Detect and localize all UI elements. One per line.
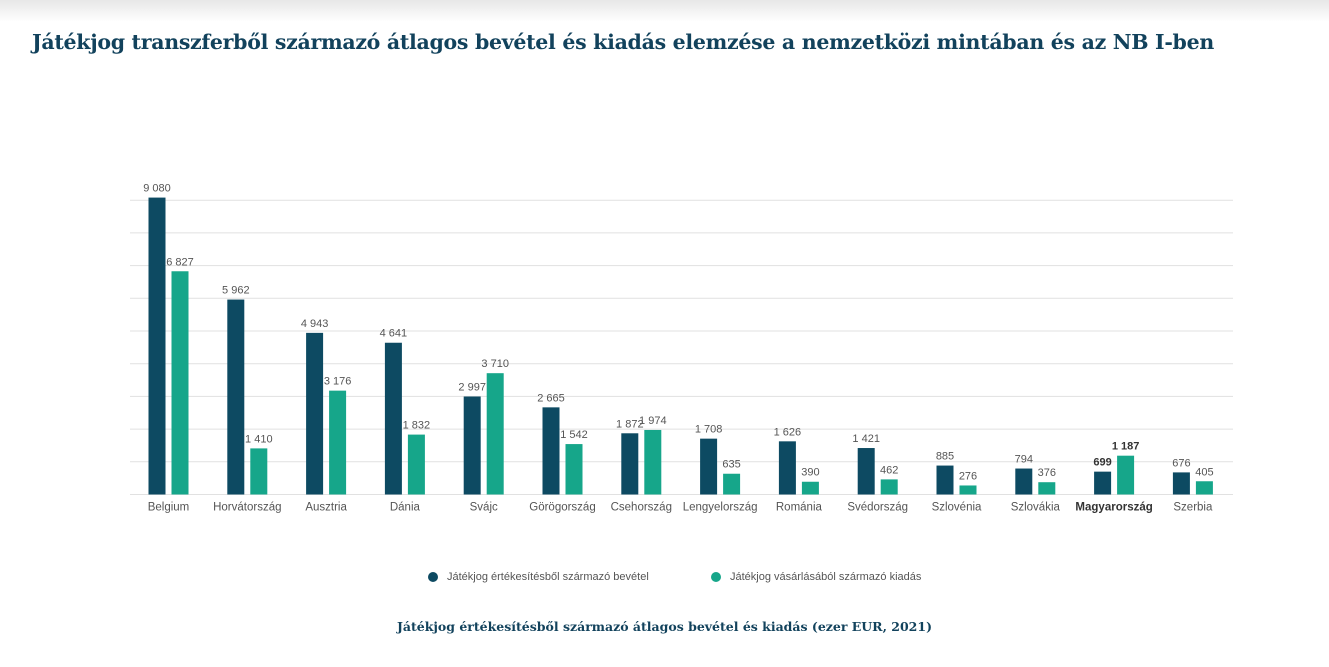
data-label-expense-1: 1 410 bbox=[245, 433, 273, 445]
data-label-revenue-7: 1 708 bbox=[695, 424, 723, 436]
x-tick-label-3: Dánia bbox=[390, 502, 421, 514]
bar-expense-0 bbox=[171, 271, 189, 495]
legend-item-revenue[interactable]: Játékjog értékesítésből származó bevétel bbox=[428, 571, 649, 583]
legend-expense-label: Játékjog vásárlásából származó kiadás bbox=[730, 571, 922, 583]
x-tick-label-11: Szlovákia bbox=[1011, 502, 1061, 514]
data-label-expense-12: 1 187 bbox=[1112, 441, 1140, 453]
data-label-revenue-12: 699 bbox=[1093, 457, 1111, 469]
data-label-expense-4: 3 710 bbox=[481, 358, 509, 370]
data-label-expense-6: 1 974 bbox=[639, 415, 667, 427]
bar-revenue-1 bbox=[227, 299, 245, 495]
bar-expense-1 bbox=[250, 448, 268, 495]
bar-revenue-5 bbox=[542, 407, 560, 495]
x-tick-label-13: Szerbia bbox=[1173, 502, 1213, 514]
data-label-revenue-5: 2 665 bbox=[537, 392, 565, 404]
bar-expense-6 bbox=[644, 429, 662, 495]
bar-expense-11 bbox=[1038, 482, 1056, 495]
bar-expense-2 bbox=[329, 390, 347, 495]
bar-expense-5 bbox=[565, 444, 583, 495]
data-label-revenue-4: 2 997 bbox=[458, 381, 486, 393]
data-label-revenue-6: 1 872 bbox=[616, 418, 644, 430]
x-tick-label-12: Magyarország bbox=[1075, 502, 1152, 514]
legend-item-expense[interactable]: Játékjog vásárlásából származó kiadás bbox=[711, 571, 921, 583]
top-shadow-bar bbox=[0, 0, 1329, 22]
x-tick-label-1: Horvátország bbox=[213, 502, 281, 514]
bar-expense-7 bbox=[723, 473, 741, 495]
bar-revenue-6 bbox=[621, 433, 639, 495]
data-label-revenue-9: 1 421 bbox=[852, 433, 880, 445]
data-label-revenue-13: 676 bbox=[1172, 457, 1190, 469]
legend-revenue-dot bbox=[428, 572, 438, 582]
data-label-expense-10: 276 bbox=[959, 470, 977, 482]
chart-caption: Játékjog értékesítésből származó átlagos… bbox=[397, 619, 932, 634]
x-tick-label-7: Lengyelország bbox=[683, 502, 758, 514]
x-tick-label-8: Románia bbox=[776, 502, 823, 514]
x-tick-label-9: Svédország bbox=[847, 502, 908, 514]
bar-expense-3 bbox=[407, 434, 425, 495]
data-label-expense-5: 1 542 bbox=[560, 429, 588, 441]
data-label-revenue-11: 794 bbox=[1015, 454, 1033, 466]
bar-revenue-12 bbox=[1094, 471, 1112, 495]
data-label-expense-3: 1 832 bbox=[403, 420, 431, 432]
x-tick-label-6: Csehország bbox=[611, 502, 672, 514]
data-label-revenue-1: 5 962 bbox=[222, 285, 250, 297]
bar-revenue-9 bbox=[857, 448, 875, 495]
bar-revenue-10 bbox=[936, 465, 954, 495]
data-label-expense-11: 376 bbox=[1038, 467, 1056, 479]
bar-revenue-7 bbox=[700, 438, 718, 495]
data-label-expense-13: 405 bbox=[1195, 466, 1213, 478]
bar-expense-13 bbox=[1195, 481, 1213, 495]
chart-legend: Játékjog értékesítésből származó bevétel… bbox=[0, 571, 1329, 587]
bar-revenue-2 bbox=[306, 332, 324, 495]
bar-expense-4 bbox=[486, 373, 504, 495]
data-label-revenue-10: 885 bbox=[936, 451, 954, 463]
bar-revenue-4 bbox=[463, 396, 481, 495]
x-tick-label-10: Szlovénia bbox=[932, 502, 982, 514]
x-tick-label-2: Ausztria bbox=[305, 502, 347, 514]
x-tick-label-0: Belgium bbox=[148, 502, 190, 514]
legend-expense-dot bbox=[711, 572, 721, 582]
data-label-revenue-2: 4 943 bbox=[301, 318, 329, 330]
data-label-revenue-3: 4 641 bbox=[380, 328, 408, 340]
page-title: Játékjog transzferből származó átlagos b… bbox=[32, 30, 1214, 54]
data-label-expense-0: 6 827 bbox=[166, 256, 194, 268]
legend-revenue-label: Játékjog értékesítésből származó bevétel bbox=[447, 571, 649, 583]
data-label-revenue-8: 1 626 bbox=[774, 426, 802, 438]
bar-expense-10 bbox=[959, 485, 977, 495]
data-label-revenue-0: 9 080 bbox=[143, 183, 171, 195]
x-tick-label-5: Görögország bbox=[529, 502, 595, 514]
bar-revenue-13 bbox=[1172, 472, 1190, 495]
data-label-expense-8: 390 bbox=[801, 467, 819, 479]
bar-revenue-8 bbox=[778, 441, 796, 495]
x-tick-label-4: Svájc bbox=[470, 502, 498, 514]
bar-expense-12 bbox=[1117, 455, 1135, 495]
bar-expense-9 bbox=[880, 479, 898, 495]
bar-expense-8 bbox=[801, 481, 819, 495]
bar-revenue-0 bbox=[148, 197, 166, 495]
data-label-expense-9: 462 bbox=[880, 464, 898, 476]
bar-revenue-3 bbox=[384, 342, 402, 495]
data-label-expense-7: 635 bbox=[722, 459, 740, 471]
bar-revenue-11 bbox=[1015, 468, 1033, 495]
data-label-expense-2: 3 176 bbox=[324, 376, 352, 388]
